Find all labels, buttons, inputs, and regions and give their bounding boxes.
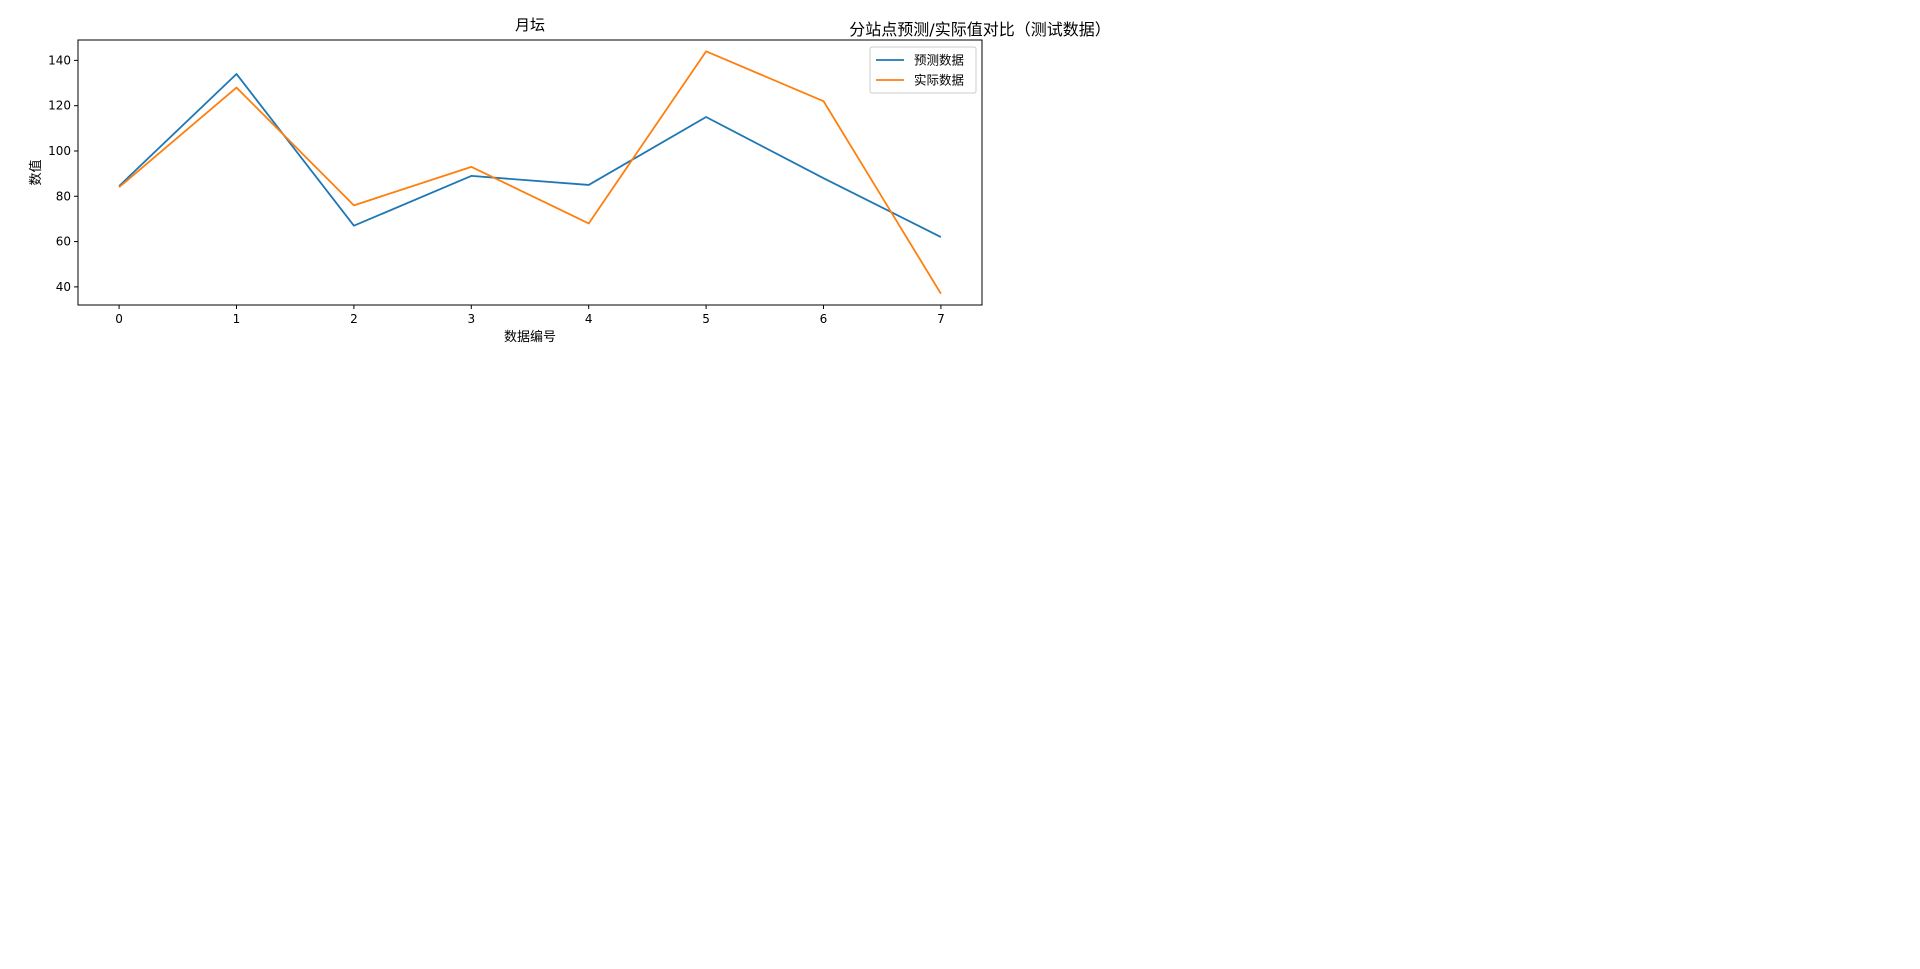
axes-frame — [77, 39, 983, 306]
y-axis-label: 数值 — [28, 159, 44, 185]
legend-label-1: 实际数据 — [914, 73, 964, 88]
x-tick-label: 5 — [702, 312, 710, 326]
y-tick-label: 40 — [56, 280, 71, 294]
x-tick-label: 7 — [937, 312, 945, 326]
legend-box — [869, 46, 977, 94]
x-tick-label: 3 — [467, 312, 475, 326]
y-tick-label: 60 — [56, 235, 71, 249]
x-tick-label: 6 — [820, 312, 828, 326]
y-tick-label: 100 — [48, 144, 71, 158]
y-tick-label: 80 — [56, 189, 71, 203]
x-tick-label: 1 — [233, 312, 241, 326]
y-tick-label: 120 — [48, 99, 71, 113]
legend-label-0: 预测数据 — [914, 53, 964, 68]
x-tick-label: 0 — [115, 312, 123, 326]
x-tick-label: 4 — [585, 312, 593, 326]
series-line-1 — [118, 50, 942, 295]
x-axis-label: 数据编号 — [504, 330, 556, 345]
series-line-0 — [118, 73, 942, 238]
y-tick-label: 140 — [48, 53, 71, 67]
x-tick-label: 2 — [350, 312, 358, 326]
chart-title: 月坛 — [515, 16, 545, 34]
figure-suptitle: 分站点预测/实际值对比（测试数据） — [849, 20, 1111, 39]
